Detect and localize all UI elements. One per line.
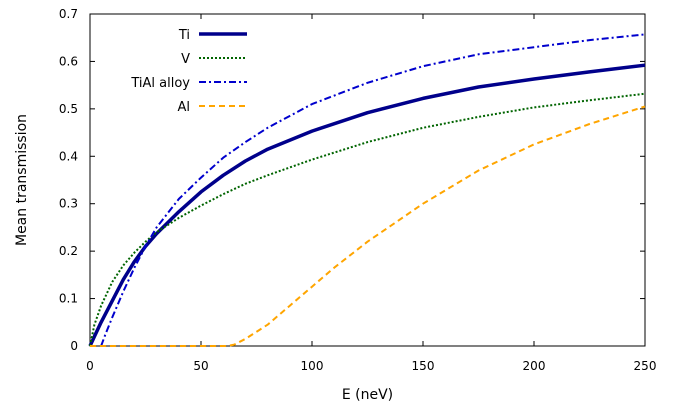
x-tick-label: 150 <box>412 359 435 373</box>
legend-label-tial-alloy: TiAl alloy <box>130 76 190 91</box>
series-line-tial-alloy <box>100 33 646 347</box>
legend-label-ti: Ti <box>178 28 190 43</box>
x-tick-label: 100 <box>301 359 324 373</box>
y-tick-label: 0.5 <box>59 102 78 116</box>
y-tick-label: 0.2 <box>59 244 78 258</box>
y-tick-label: 0.4 <box>59 149 78 163</box>
axis-ticks: 0 50 100 150 200 250 0 0.1 0.2 0.3 0.4 0.5 0.6 0.7 <box>59 7 657 373</box>
x-tick-label: 250 <box>634 359 657 373</box>
x-axis-label: E (neV) <box>342 387 393 403</box>
y-axis-label: Mean transmission <box>14 114 30 246</box>
plot-frame <box>89 13 646 347</box>
legend-label-v: V <box>181 52 190 67</box>
series-line-ti <box>88 63 646 347</box>
y-tick-label: 0.7 <box>59 7 78 21</box>
series-line-al <box>90 105 646 347</box>
series-lines <box>88 33 646 347</box>
series-line-v <box>89 92 646 347</box>
y-tick-label: 0.1 <box>59 292 78 306</box>
x-tick-label: 0 <box>86 359 94 373</box>
legend-label-al: Al <box>177 100 190 115</box>
x-tick-label: 200 <box>523 359 546 373</box>
x-tick-label: 50 <box>193 359 208 373</box>
y-tick-label: 0.6 <box>59 54 78 68</box>
y-tick-label: 0.3 <box>59 197 78 211</box>
y-tick-label: 0 <box>70 339 78 353</box>
legend: Ti V TiAl alloy Al <box>130 28 247 115</box>
